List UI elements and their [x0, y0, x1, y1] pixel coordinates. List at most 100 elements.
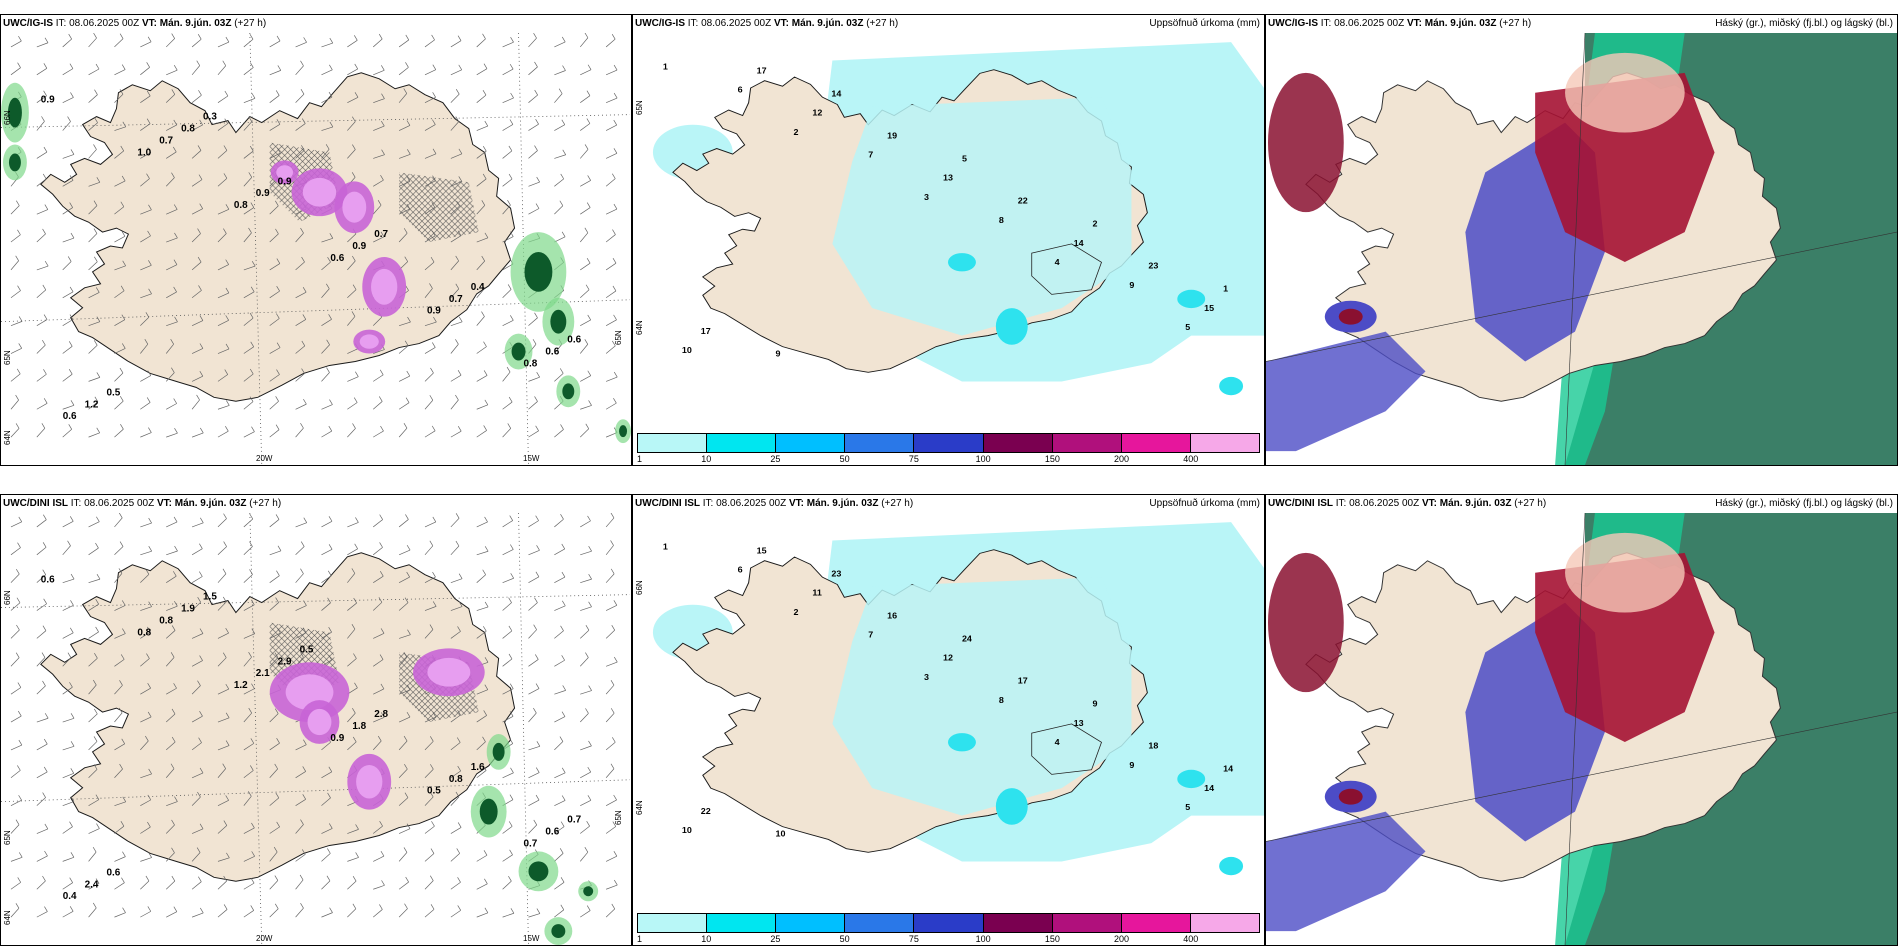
mid-cloud-field — [1266, 331, 1426, 452]
wind-barb-flag — [250, 738, 255, 744]
wind-barb — [62, 429, 72, 438]
wind-barb-flag — [43, 766, 48, 773]
wind-barb — [372, 38, 383, 48]
panel-1: UWC/IG-IS IT: 08.06.2025 00Z VT: Mán. 9.… — [0, 14, 632, 466]
wind-barb — [502, 124, 514, 131]
wind-barb-flag — [329, 37, 334, 44]
wind-barb — [347, 573, 356, 583]
wind-barb — [476, 150, 487, 159]
precip-value-label: 0.8 — [234, 200, 248, 211]
map-area[interactable]: 1 2 3 4 5 6 7 8 9 10 12 13 14 15 17 19 22 23 17 14 5 2 1 9 — [633, 33, 1264, 431]
wind-barb — [36, 743, 48, 751]
wind-barb-flag — [69, 175, 74, 181]
init-time: 08.06.2025 00Z — [701, 18, 772, 29]
wind-barb — [88, 769, 98, 779]
wind-barb — [243, 265, 256, 271]
wind-barb-flag — [44, 204, 49, 210]
map-area[interactable]: 1 2 3 4 5 6 7 8 9 10 11 12 13 14 15 16 17 18 22 23 24 9 14 10 — [633, 513, 1264, 911]
panel-3: UWC/IG-IS IT: 08.06.2025 00Z VT: Mán. 9.… — [1265, 14, 1898, 466]
wind-barb — [217, 348, 230, 354]
wind-barb — [295, 345, 306, 354]
map-area[interactable]: 0.9 1.0 0.8 0.6 0.9 0.8 0.6 0.7 0.9 0.9 0.7 0.6 1.2 0… — [1, 33, 631, 465]
wind-barb-flag — [481, 255, 486, 262]
map-area[interactable]: 0.6 0.8 1.2 0.9 0.5 0.7 0.4 0.8 2.1 1.8 0.8 0.6 2.4 1… — [1, 513, 631, 945]
wind-barb — [373, 885, 385, 890]
map-area[interactable] — [1266, 513, 1897, 945]
wind-barb-flag — [249, 34, 254, 40]
wind-barb-flag — [18, 316, 23, 322]
wind-barb — [295, 879, 304, 890]
colorbar-swatch — [1052, 914, 1122, 932]
wind-barb — [528, 629, 537, 639]
wind-barb — [62, 180, 74, 187]
vt-label: VT: — [788, 498, 804, 509]
wind-barb-flag — [199, 203, 203, 209]
wind-barb-flag — [68, 424, 73, 430]
wind-barb — [88, 345, 98, 354]
wind-barb — [191, 375, 203, 382]
it-label: IT: — [1320, 18, 1332, 29]
wind-barb — [450, 578, 463, 584]
wind-barb-flag — [481, 283, 485, 289]
longitude-line — [249, 33, 263, 465]
map-area[interactable] — [1266, 33, 1897, 465]
wind-barb-flag — [325, 144, 330, 150]
precip-value-label: 0.7 — [449, 294, 463, 305]
wind-barb-flag — [18, 795, 22, 801]
wind-barb — [528, 401, 538, 410]
wind-barb-flag — [42, 542, 47, 548]
wind-barb-flag — [403, 88, 408, 94]
valid-time: Mán. 9.jún. 03Z — [159, 18, 232, 29]
wind-barb — [554, 205, 564, 215]
wind-barb-flag — [379, 369, 384, 375]
wind-barb — [191, 796, 201, 806]
wind-barb — [243, 207, 255, 215]
wind-barb-flag — [199, 711, 203, 717]
wind-barb — [347, 233, 357, 243]
wind-barb — [62, 632, 74, 639]
wind-barb — [398, 828, 411, 834]
wind-barb-flag — [248, 707, 253, 714]
wind-barb — [191, 399, 200, 410]
precip-value-label: 0.9 — [41, 95, 55, 106]
wind-barb-flag — [275, 90, 280, 96]
glacier-outline — [1031, 723, 1102, 775]
wind-barb-flag — [506, 366, 511, 373]
wind-barb-flag — [148, 601, 152, 607]
wind-barb-flag — [199, 628, 204, 634]
wind-barb — [243, 856, 255, 862]
precip-heavy-spot — [1219, 376, 1244, 396]
wind-barb-flag — [148, 288, 152, 294]
wind-barb — [554, 659, 565, 667]
wind-barb — [140, 606, 152, 611]
wind-barb-flag — [429, 736, 434, 742]
wind-barb-flag — [327, 792, 331, 799]
wind-barb-flag — [171, 625, 176, 631]
wind-barb — [528, 712, 537, 723]
accum-value-label: 12 — [812, 108, 822, 118]
wind-barb-flag — [354, 63, 359, 70]
panel-6: UWC/DINI ISL IT: 08.06.2025 00Z VT: Mán.… — [1265, 494, 1898, 946]
wind-barb-flag — [147, 626, 151, 633]
wind-barb — [191, 601, 201, 611]
wind-barb — [321, 69, 333, 76]
wind-barb-flag — [353, 35, 358, 41]
wind-barb — [528, 181, 540, 187]
wind-barb-flag — [482, 173, 487, 180]
wind-barb — [347, 628, 356, 639]
wind-barb-flag — [69, 821, 73, 827]
wind-barb — [10, 602, 21, 611]
wind-barb-flag — [458, 176, 463, 182]
wind-barb-flag — [484, 907, 489, 914]
wind-barb-flag — [510, 92, 514, 99]
wind-barb-flag — [509, 231, 514, 237]
wind-barb-flag — [119, 396, 124, 402]
accum-value-label: 17 — [701, 326, 711, 336]
wind-barb-flag — [536, 176, 540, 183]
wind-barb — [580, 606, 592, 611]
wind-barb-flag — [120, 145, 125, 152]
wind-barb — [373, 374, 384, 382]
wind-barb-flag — [96, 372, 101, 378]
panel-title: Uppsöfnuð úrkoma (mm) — [1149, 498, 1260, 509]
wind-barb-flag — [585, 708, 589, 714]
